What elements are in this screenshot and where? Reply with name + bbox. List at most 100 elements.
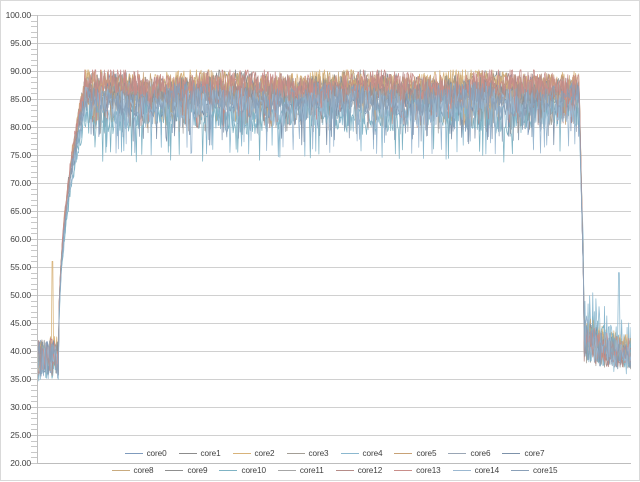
minor-tick: [31, 138, 37, 140]
legend-item-core14[interactable]: core14: [452, 466, 500, 475]
legend-swatch-core11: [277, 470, 296, 471]
legend-item-core2[interactable]: core2: [232, 449, 275, 458]
legend-item-core0[interactable]: core0: [124, 449, 167, 458]
minor-tick: [31, 328, 37, 330]
legend-label-core7: core7: [524, 449, 545, 458]
minor-tick: [31, 463, 37, 464]
minor-tick: [31, 93, 37, 95]
legend-swatch-core9: [165, 470, 184, 471]
y-axis-minor-ticks: [31, 15, 37, 464]
series-line-core13: [38, 70, 631, 372]
minor-tick: [31, 99, 37, 100]
legend-item-core7[interactable]: core7: [502, 449, 545, 458]
legend-swatch-core7: [502, 453, 521, 454]
minor-tick: [31, 412, 37, 414]
legend-item-core9[interactable]: core9: [165, 466, 208, 475]
legend-label-core4: core4: [362, 449, 383, 458]
y-tick-label-40: 40.00: [10, 346, 31, 356]
minor-tick: [31, 457, 37, 459]
legend-swatch-core10: [219, 470, 238, 471]
minor-tick: [31, 149, 37, 151]
minor-tick: [31, 334, 37, 336]
y-tick-label-60: 60.00: [10, 234, 31, 244]
minor-tick: [31, 283, 37, 285]
minor-tick: [31, 54, 37, 56]
legend-item-core8[interactable]: core8: [111, 466, 154, 475]
legend-swatch-core0: [124, 453, 143, 454]
legend-item-core13[interactable]: core13: [394, 466, 441, 475]
minor-tick: [31, 384, 37, 386]
chart-legend: core0 core1 core2 core3 core4 core5 core6 core7…: [38, 445, 631, 481]
legend-item-core6[interactable]: core6: [448, 449, 491, 458]
minor-tick: [31, 143, 37, 145]
gridline-35: [38, 379, 631, 380]
minor-tick: [31, 160, 37, 162]
legend-label-core8: core8: [133, 466, 154, 475]
minor-tick: [31, 317, 37, 319]
minor-tick: [31, 222, 37, 224]
minor-tick: [31, 20, 37, 22]
minor-tick: [31, 26, 37, 28]
legend-swatch-core1: [178, 453, 197, 454]
legend-item-core4[interactable]: core4: [340, 449, 383, 458]
minor-tick: [31, 250, 37, 252]
legend-item-core10[interactable]: core10: [219, 466, 266, 475]
legend-item-core3[interactable]: core3: [286, 449, 329, 458]
minor-tick: [31, 367, 37, 369]
gridline-50: [38, 295, 631, 296]
legend-label-core5: core5: [416, 449, 437, 458]
minor-tick: [31, 418, 37, 420]
legend-item-core12[interactable]: core12: [335, 466, 382, 475]
legend-item-core1[interactable]: core1: [178, 449, 221, 458]
y-tick-label-85: 85.00: [10, 94, 31, 104]
minor-tick: [31, 171, 37, 173]
minor-tick: [31, 177, 37, 179]
y-axis-line: [37, 15, 38, 464]
minor-tick: [31, 339, 37, 341]
legend-item-core15[interactable]: core15: [511, 466, 558, 475]
minor-tick: [31, 373, 37, 375]
minor-tick: [31, 306, 37, 308]
minor-tick: [31, 166, 37, 168]
series-plot: [38, 15, 631, 463]
y-tick-label-55: 55.00: [10, 262, 31, 272]
legend-swatch-core3: [286, 453, 305, 454]
minor-tick: [31, 121, 37, 123]
legend-item-core11[interactable]: core11: [277, 466, 324, 475]
gridline-55: [38, 267, 631, 268]
minor-tick: [31, 183, 37, 184]
legend-label-core3: core3: [308, 449, 329, 458]
minor-tick: [31, 379, 37, 380]
minor-tick: [31, 401, 37, 403]
gridline-75: [38, 155, 631, 156]
gridline-30: [38, 407, 631, 408]
minor-tick: [31, 244, 37, 246]
minor-tick: [31, 323, 37, 324]
legend-swatch-core6: [448, 453, 467, 454]
y-tick-label-35: 35.00: [10, 374, 31, 384]
legend-swatch-core5: [394, 453, 413, 454]
legend-label-core15: core15: [533, 466, 558, 475]
gridline-70: [38, 183, 631, 184]
minor-tick: [31, 451, 37, 453]
y-tick-label-50: 50.00: [10, 290, 31, 300]
minor-tick: [31, 31, 37, 33]
minor-tick: [31, 300, 37, 302]
y-tick-label-65: 65.00: [10, 206, 31, 216]
legend-item-core5[interactable]: core5: [394, 449, 437, 458]
minor-tick: [31, 267, 37, 268]
gridline-65: [38, 211, 631, 212]
minor-tick: [31, 272, 37, 274]
y-tick-label-80: 80.00: [10, 122, 31, 132]
minor-tick: [31, 87, 37, 89]
minor-tick: [31, 71, 37, 72]
gridline-100: [38, 15, 631, 16]
minor-tick: [31, 289, 37, 291]
y-tick-label-30: 30.00: [10, 402, 31, 412]
minor-tick: [31, 37, 37, 39]
legend-label-core14: core14: [474, 466, 500, 475]
minor-tick: [31, 115, 37, 117]
minor-tick: [31, 395, 37, 397]
minor-tick: [31, 356, 37, 358]
